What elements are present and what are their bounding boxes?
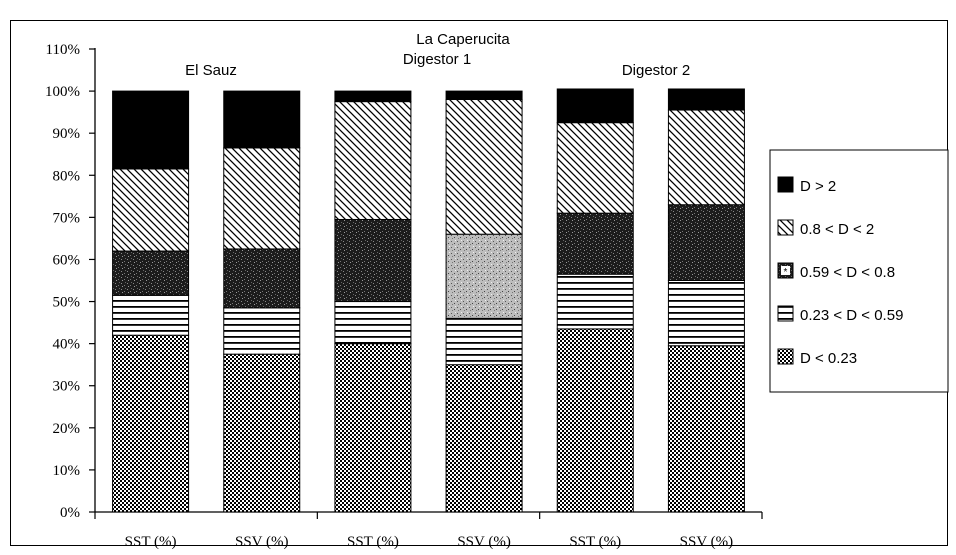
bar-segment — [223, 147, 301, 250]
legend-swatch — [777, 176, 794, 193]
x-tick-label: SST (%) — [347, 534, 399, 550]
y-tick-label: 0% — [60, 505, 80, 521]
bar-segment — [445, 99, 523, 235]
x-tick-label: SSV (%) — [457, 534, 510, 550]
bar-segment — [556, 273, 634, 330]
bar-segment — [667, 204, 745, 281]
bar-segment — [667, 88, 745, 111]
y-tick-label: 60% — [53, 252, 81, 268]
legend-swatch-star: * — [784, 267, 788, 278]
super-title: La Caperucita — [416, 31, 510, 48]
bar-stack — [556, 88, 634, 513]
bar-stack — [334, 90, 412, 513]
legend-label: 0.23 < D < 0.59 — [800, 307, 903, 324]
bar-segment — [556, 328, 634, 513]
bar-segment — [223, 90, 301, 149]
y-tick-label: 70% — [53, 210, 81, 226]
y-tick-label: 40% — [53, 337, 81, 353]
x-axis-ticks: SST (%) SSV (%) SST (%) SSV (%) SST (%) SSV (… — [94, 512, 763, 550]
legend-swatch — [777, 348, 794, 365]
legend-label: D < 0.23 — [800, 350, 857, 367]
bar-segment — [112, 168, 190, 252]
bar-segment — [223, 248, 301, 309]
y-tick-label: 80% — [53, 168, 81, 184]
y-tick-label: 50% — [53, 295, 81, 311]
bar-segment — [667, 345, 745, 513]
legend: D > 2 0.8 < D < 2 * 0.59 < D < 0.8 0.23 < D … — [769, 149, 949, 393]
legend-label: D > 2 — [800, 178, 836, 195]
group-label-el-sauz: El Sauz — [185, 62, 237, 79]
legend-box — [769, 149, 949, 393]
bar-segment — [112, 90, 190, 170]
bar-segment — [112, 334, 190, 513]
y-tick-label: 20% — [53, 421, 81, 437]
group-labels: La Caperucita El Sauz Digestor 1 Digesto… — [185, 31, 690, 79]
group-label-digestor-2: Digestor 2 — [622, 62, 690, 79]
bar-segment — [556, 122, 634, 214]
x-tick-label: SST (%) — [569, 534, 621, 550]
legend-label: 0.8 < D < 2 — [800, 221, 874, 238]
y-tick-label: 100% — [45, 84, 80, 100]
x-tick-label: SSV (%) — [235, 534, 288, 550]
bar-segment — [556, 212, 634, 275]
bar-segment — [223, 353, 301, 513]
bar-stack — [445, 90, 523, 513]
bar-segment — [112, 250, 190, 296]
bar-segment — [556, 88, 634, 124]
y-tick-label: 110% — [46, 42, 80, 58]
bar-stack — [112, 90, 190, 513]
bar-stack — [223, 90, 301, 513]
legend-swatch — [777, 219, 794, 236]
bar-segment — [223, 307, 301, 355]
bar-segment — [334, 101, 412, 220]
bar-segment — [667, 109, 745, 206]
bar-segment — [445, 90, 523, 101]
y-tick-label: 90% — [53, 126, 81, 142]
bar-stack — [667, 88, 745, 513]
legend-swatch-inner — [781, 266, 790, 275]
bar-segment — [334, 343, 412, 513]
axes — [94, 48, 762, 513]
bar-segment — [334, 90, 412, 103]
bar-segment — [334, 218, 412, 303]
bar-segment — [667, 280, 745, 347]
y-tick-label: 10% — [53, 463, 81, 479]
group-label-digestor-1: Digestor 1 — [403, 51, 471, 68]
bar-segment — [445, 364, 523, 513]
bar-segment — [445, 233, 523, 319]
x-tick-label: SSV (%) — [680, 534, 733, 550]
legend-swatch — [777, 305, 794, 322]
legend-label: 0.59 < D < 0.8 — [800, 264, 895, 281]
bar-segment — [445, 317, 523, 366]
x-tick-label: SST (%) — [125, 534, 177, 550]
bar-segment — [334, 301, 412, 345]
bar-segment — [112, 294, 190, 336]
y-axis-ticks: 0% 10% 20% 30% 40% 50% 60% 70% 80% 90% 100% 110% — [45, 42, 95, 521]
y-tick-label: 30% — [53, 379, 81, 395]
bars — [112, 88, 745, 513]
